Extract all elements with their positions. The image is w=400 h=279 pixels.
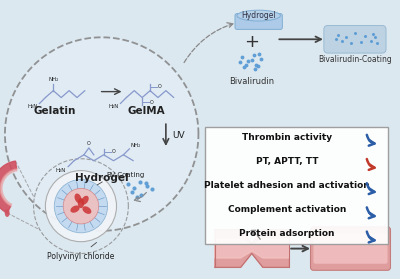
Text: +: + [244,33,259,51]
Text: H₂N: H₂N [27,104,38,109]
Text: UV: UV [172,131,184,140]
Circle shape [54,179,108,233]
Ellipse shape [5,209,10,217]
Text: O: O [158,84,162,89]
Text: O: O [87,141,91,146]
Ellipse shape [81,196,89,205]
Text: Platelet adhesion and activation: Platelet adhesion and activation [204,181,370,190]
Text: H₂N: H₂N [56,168,66,173]
Circle shape [46,170,116,242]
Text: Thrombin activity: Thrombin activity [242,133,332,141]
Text: Polyvinyl chloride: Polyvinyl chloride [47,252,115,261]
Polygon shape [0,169,17,206]
Polygon shape [0,161,17,213]
FancyBboxPatch shape [235,14,282,29]
Polygon shape [215,230,289,267]
Circle shape [63,188,99,224]
Text: O: O [150,100,154,105]
Text: Bivalirudin: Bivalirudin [229,77,274,86]
Ellipse shape [70,206,80,213]
Circle shape [5,37,198,231]
Ellipse shape [237,10,280,21]
Text: Protein adsorption: Protein adsorption [239,229,334,238]
FancyBboxPatch shape [324,25,386,53]
Text: NH₂: NH₂ [130,143,141,148]
Text: Hydrogel: Hydrogel [75,174,128,184]
FancyBboxPatch shape [310,227,390,270]
Text: O: O [112,149,115,154]
Text: Hydrogel: Hydrogel [241,11,276,20]
Ellipse shape [78,198,84,208]
FancyBboxPatch shape [205,127,388,244]
FancyBboxPatch shape [314,234,388,264]
Ellipse shape [74,193,82,203]
Text: NH₂: NH₂ [48,77,58,82]
Text: Complement activation: Complement activation [228,205,346,214]
Text: BV-Coating: BV-Coating [107,172,145,179]
Text: Bivalirudin-Coating: Bivalirudin-Coating [318,55,392,64]
Ellipse shape [82,206,91,214]
Text: PT, APTT, TT: PT, APTT, TT [256,157,318,166]
Text: H₂N: H₂N [108,104,118,109]
Text: Gelatin: Gelatin [33,106,76,116]
Text: GelMA: GelMA [127,106,165,116]
Polygon shape [215,239,289,258]
